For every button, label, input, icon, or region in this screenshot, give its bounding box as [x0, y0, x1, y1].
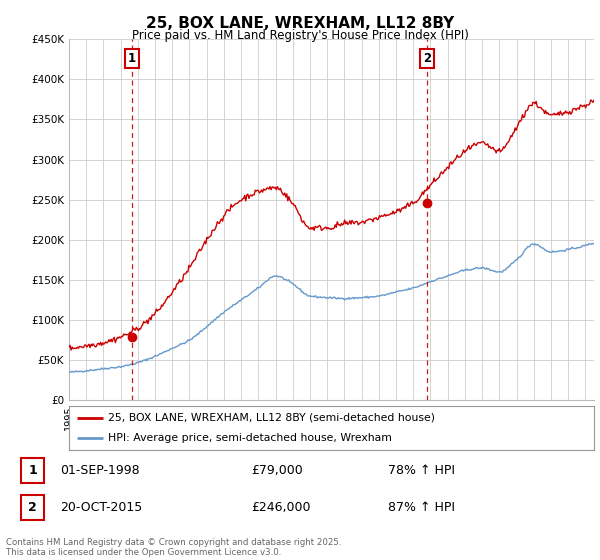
Text: 78% ↑ HPI: 78% ↑ HPI [388, 464, 455, 477]
Text: 2: 2 [28, 501, 37, 514]
Text: 25, BOX LANE, WREXHAM, LL12 8BY (semi-detached house): 25, BOX LANE, WREXHAM, LL12 8BY (semi-de… [109, 413, 436, 423]
Text: 2: 2 [423, 52, 431, 65]
Text: Price paid vs. HM Land Registry's House Price Index (HPI): Price paid vs. HM Land Registry's House … [131, 29, 469, 42]
Text: £79,000: £79,000 [251, 464, 303, 477]
Text: 01-SEP-1998: 01-SEP-1998 [60, 464, 140, 477]
Text: 87% ↑ HPI: 87% ↑ HPI [388, 501, 455, 514]
Text: £246,000: £246,000 [251, 501, 311, 514]
Bar [21, 458, 44, 483]
Text: 1: 1 [128, 52, 136, 65]
Text: 1: 1 [28, 464, 37, 477]
Text: HPI: Average price, semi-detached house, Wrexham: HPI: Average price, semi-detached house,… [109, 433, 392, 443]
Text: 20-OCT-2015: 20-OCT-2015 [60, 501, 142, 514]
Bar [21, 495, 44, 520]
Text: Contains HM Land Registry data © Crown copyright and database right 2025.
This d: Contains HM Land Registry data © Crown c… [6, 538, 341, 557]
Text: 25, BOX LANE, WREXHAM, LL12 8BY: 25, BOX LANE, WREXHAM, LL12 8BY [146, 16, 454, 31]
